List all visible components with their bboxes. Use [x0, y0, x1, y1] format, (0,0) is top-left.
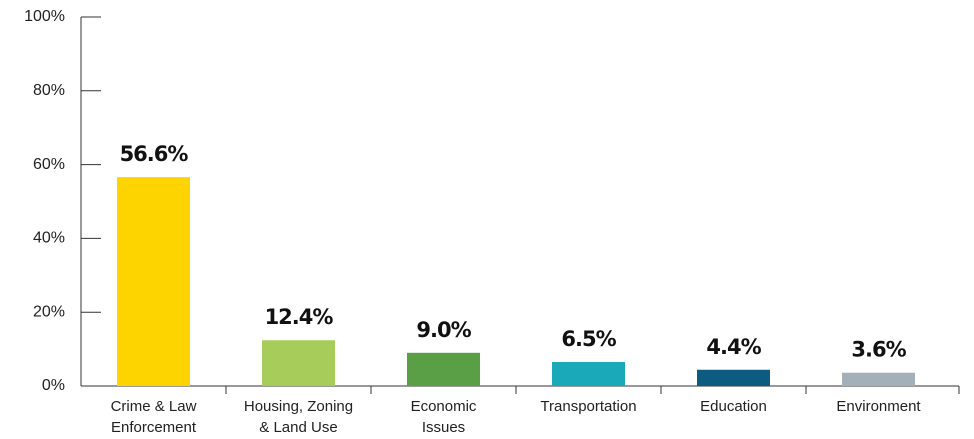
y-tick-label: 20% [33, 303, 65, 320]
bar [407, 352, 480, 386]
bar [842, 372, 915, 386]
y-tick-label: 100% [24, 8, 65, 25]
x-tick-label: Education [700, 398, 767, 415]
bar [262, 340, 335, 386]
y-tick-label: 40% [33, 230, 65, 247]
y-tick-label: 80% [33, 82, 65, 99]
bar [552, 362, 625, 386]
x-tick-label: Transportation [540, 398, 637, 415]
value-label: 9.0% [416, 318, 471, 342]
x-tick-label: Housing, Zoning & Land Use [243, 398, 354, 436]
x-tick-label: Environment [836, 398, 921, 415]
y-tick-label: 60% [33, 156, 65, 173]
bar [117, 177, 190, 386]
bar [697, 369, 770, 386]
value-label: 56.6% [120, 142, 189, 166]
y-tick-label: 0% [42, 377, 65, 394]
value-label: 4.4% [706, 335, 761, 359]
value-label: 12.4% [265, 305, 334, 329]
x-tick-label: Economic Issues [410, 398, 477, 436]
value-label: 6.5% [561, 327, 616, 351]
value-label: 3.6% [851, 338, 906, 362]
x-tick-label: Crime & Law Enforcement [110, 398, 197, 436]
